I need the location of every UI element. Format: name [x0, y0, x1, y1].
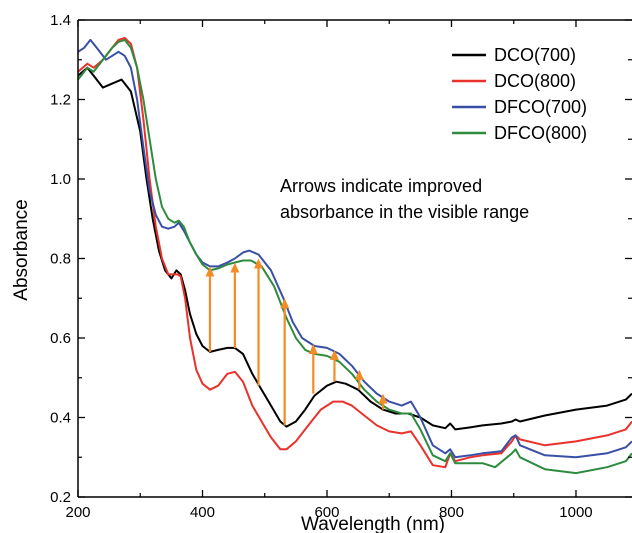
y-tick-label-1: 1.0 — [50, 171, 71, 188]
legend-label-4: DFCO(800) — [494, 123, 587, 143]
series-layer — [77, 36, 632, 475]
annotation-line-2: absorbance in the visible range — [280, 202, 529, 222]
legend-label-1: DCO(700) — [494, 45, 576, 65]
arrow-layer — [205, 258, 388, 426]
y-axis-title: Absorbance — [11, 199, 32, 300]
x-tick-label-400: 400 — [190, 504, 215, 521]
y-tick-label-0.6: 0.6 — [50, 330, 71, 347]
legend-label-3: DFCO(700) — [494, 97, 587, 117]
series-line-4 — [77, 38, 632, 475]
legend-item-1: DCO(700) — [452, 45, 576, 65]
series-line-2 — [77, 36, 632, 469]
legend: DCO(700) DCO(800) DFCO(700) DFCO(800) — [452, 45, 587, 143]
y-tick-label-0.8: 0.8 — [50, 251, 71, 268]
arrow-6 — [329, 349, 339, 382]
series-line-1 — [77, 66, 632, 431]
y-tick-label-1.2: 1.2 — [50, 92, 71, 109]
arrow-8 — [378, 393, 388, 410]
arrow-7 — [354, 369, 364, 390]
legend-label-2: DCO(800) — [494, 71, 576, 91]
arrow-2 — [230, 262, 240, 348]
legend-item-4: DFCO(800) — [452, 123, 587, 143]
arrow-3 — [254, 258, 264, 386]
annotation-line-1: Arrows indicate improved — [280, 176, 482, 196]
x-axis-title: Wavelength (nm) — [301, 514, 445, 533]
arrow-4 — [280, 298, 290, 426]
x-tick-label-800: 800 — [439, 504, 464, 521]
series-line-3 — [77, 38, 632, 459]
y-tick-label-0.4: 0.4 — [50, 410, 71, 427]
x-tick-label-1000: 1000 — [559, 504, 592, 521]
axes-layer: 200 400 600 800 1000 0.2 0.4 0.6 0.8 1.0 1.2 1.4 — [50, 12, 632, 521]
arrow-5 — [308, 343, 318, 394]
arrow-1 — [205, 266, 215, 352]
y-tick-label-1.4: 1.4 — [50, 12, 71, 29]
x-tick-label-600: 600 — [314, 504, 339, 521]
legend-item-2: DCO(800) — [452, 71, 576, 91]
y-tick-label-0.2: 0.2 — [50, 489, 71, 506]
x-tick-label-200: 200 — [65, 504, 90, 521]
legend-item-3: DFCO(700) — [452, 97, 587, 117]
